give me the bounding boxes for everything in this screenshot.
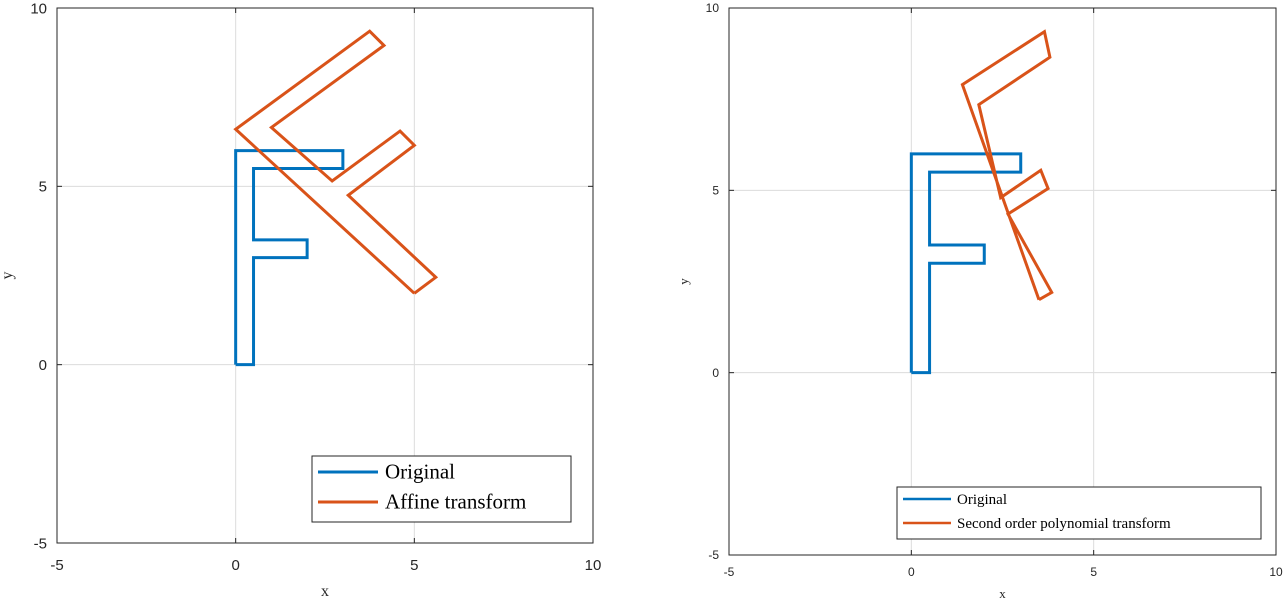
- chart-panel-1: -5 0 5 10 -5 0 5 10 x y Original Affine transform: [0, 0, 601, 599]
- y-axis-label: y: [0, 272, 16, 280]
- legend: Original Second order polynomial transfor…: [896, 486, 1262, 540]
- x-tick-label: 5: [410, 557, 418, 574]
- x-tick-label: -5: [50, 557, 63, 574]
- y-tick-label: 10: [30, 0, 47, 17]
- legend-entry-label: Affine transform: [385, 490, 526, 514]
- y-tick-label: 0: [39, 357, 47, 374]
- axes-box: [728, 7, 1277, 556]
- x-tick-label: 10: [585, 557, 602, 574]
- legend-entry-label: Original: [385, 460, 455, 484]
- y-tick-label: -5: [34, 535, 47, 552]
- series-line-transform: [233, 29, 439, 295]
- series-line-original: [234, 149, 345, 367]
- plot-area: [729, 8, 1276, 555]
- x-tick-label: 0: [231, 557, 239, 574]
- x-tick-label: -5: [724, 565, 735, 579]
- plot-area: [57, 8, 593, 543]
- axes-box: [56, 7, 594, 544]
- y-tick-label: 5: [712, 184, 719, 198]
- y-tick-label: 0: [712, 366, 719, 380]
- y-tick-label: 10: [706, 1, 720, 15]
- chart-panel-2: -5 0 5 10 -5 0 5 10 x y Original Second order polyn…: [676, 1, 1283, 599]
- legend: Original Affine transform: [311, 455, 572, 523]
- legend-box: [896, 486, 1262, 540]
- legend-entry-label: Second order polynomial transform: [957, 516, 1171, 532]
- legend-box: [311, 455, 572, 523]
- x-tick-label: 10: [1269, 565, 1283, 579]
- y-axis-label: y: [676, 278, 691, 285]
- x-tick-label: 5: [1090, 565, 1097, 579]
- x-tick-label: 0: [908, 565, 915, 579]
- series-line-transform: [960, 29, 1054, 302]
- x-axis-label: x: [321, 583, 329, 599]
- y-tick-label: -5: [708, 548, 719, 562]
- x-axis-label: x: [999, 586, 1006, 599]
- series-line-original: [909, 152, 1023, 375]
- legend-entry-label: Original: [957, 492, 1007, 508]
- y-tick-label: 5: [39, 179, 47, 196]
